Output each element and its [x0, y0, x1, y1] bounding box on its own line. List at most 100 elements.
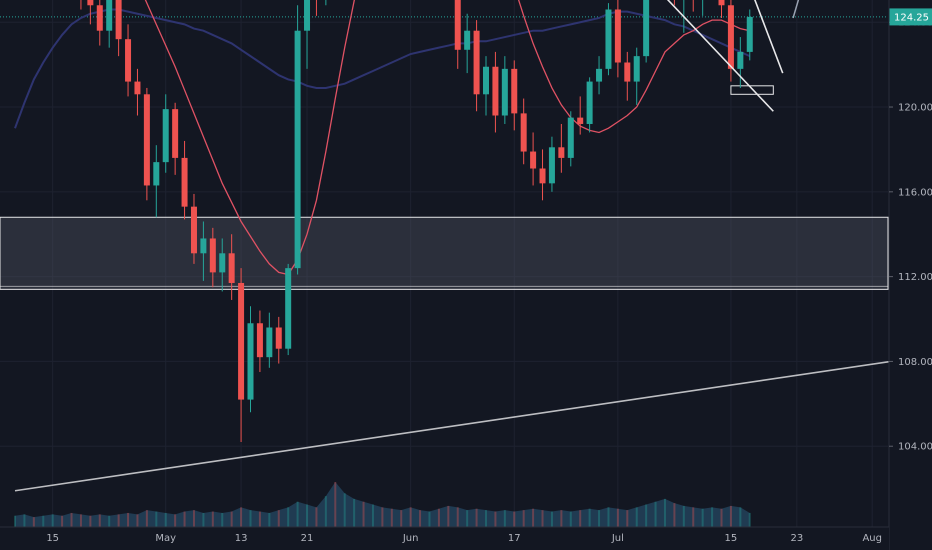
candle: [238, 268, 245, 442]
volume-bar: [343, 493, 346, 527]
candle-body: [586, 81, 593, 124]
candle-body: [520, 113, 527, 152]
volume-bar: [202, 512, 205, 527]
volume-bar: [400, 510, 403, 527]
time-tick-label: 15: [725, 533, 738, 544]
volume-bar: [437, 508, 440, 527]
candle: [96, 0, 103, 46]
volume-bar: [522, 510, 525, 527]
candle: [219, 238, 226, 292]
volume-bar: [334, 482, 337, 527]
volume-bar: [701, 508, 704, 527]
volume-bar: [79, 514, 82, 527]
volume-bar: [456, 507, 459, 527]
volume-bar: [296, 501, 299, 527]
candle-body: [501, 68, 508, 116]
candle-body: [143, 94, 150, 186]
candle-body: [558, 147, 565, 158]
volume-bar: [390, 508, 393, 527]
volume-bar: [117, 514, 120, 527]
candles: [80, 0, 753, 442]
candle: [172, 102, 179, 175]
candle-body: [530, 151, 537, 169]
candle: [266, 312, 273, 368]
candle-body: [746, 16, 753, 52]
candle: [285, 263, 292, 356]
price-tick-label: 120.00: [898, 103, 932, 114]
price-axis[interactable]: 104.00108.00112.00116.00120.00124.00128.…: [888, 0, 932, 550]
volume-bar: [258, 511, 261, 527]
candle: [209, 227, 216, 288]
candle: [511, 60, 518, 131]
candle: [539, 149, 546, 201]
candle: [643, 0, 650, 63]
volume-bar: [70, 512, 73, 527]
candle: [247, 306, 254, 413]
candle: [501, 56, 508, 124]
volume-bar: [89, 515, 92, 527]
candle-body: [285, 268, 292, 349]
volume-bar: [192, 510, 195, 527]
candle: [558, 123, 565, 173]
time-axis[interactable]: 15 May 13 21 Jun 17 Jul 15 23 Aug: [0, 526, 889, 550]
ma-fast-line: [144, 0, 750, 276]
candle-body: [162, 109, 169, 163]
volume-bar: [711, 507, 714, 527]
price-axis-background: [889, 0, 932, 550]
candle: [134, 68, 141, 116]
candle-body: [454, 0, 461, 50]
time-tick-label: Jun: [402, 533, 419, 544]
volume-bar: [164, 512, 167, 527]
volume-bar: [145, 510, 148, 527]
candle: [106, 0, 113, 48]
volume-bar: [729, 505, 732, 527]
candle: [483, 56, 489, 116]
candle-body: [633, 56, 640, 82]
candle-body: [577, 117, 584, 124]
volume-bar: [635, 507, 638, 527]
volume-bar: [174, 514, 177, 527]
candle-body: [209, 238, 216, 273]
candle-body: [153, 162, 160, 186]
candle: [605, 3, 612, 76]
volume-bar: [61, 515, 64, 527]
zones: [0, 16, 889, 290]
candle-body: [718, 0, 725, 6]
candle: [228, 234, 235, 300]
candle: [718, 0, 725, 18]
volume-bar: [607, 507, 610, 527]
candle: [190, 193, 197, 264]
volume-bar: [550, 511, 553, 527]
candle: [200, 221, 207, 281]
volume-bar: [136, 514, 139, 527]
volume-bar: [475, 508, 478, 527]
volume-bar: [371, 504, 374, 527]
volume-bar: [503, 510, 506, 527]
volume-bar: [315, 507, 318, 527]
candle: [304, 0, 311, 69]
volume-bars: [14, 482, 751, 527]
candle: [596, 56, 603, 95]
candle-body: [492, 66, 499, 116]
candle: [520, 98, 527, 165]
candle-body: [614, 9, 621, 63]
volume-bar: [513, 511, 516, 527]
volume-bar: [32, 517, 35, 527]
volume-bar: [569, 511, 572, 527]
candle-body: [727, 5, 734, 69]
candle-body: [219, 253, 226, 273]
volume-bar: [240, 507, 243, 527]
volume-bar: [466, 510, 469, 527]
time-tick-label: 17: [508, 533, 521, 544]
candle: [683, 0, 685, 33]
candle-body: [548, 147, 555, 184]
candle-body: [539, 168, 546, 184]
candle-body: [134, 81, 141, 95]
volume-bar: [183, 511, 186, 527]
candle: [530, 132, 537, 186]
candle-body: [266, 327, 273, 358]
volume-bar: [42, 515, 45, 527]
time-tick-label: 13: [235, 533, 248, 544]
candle-body: [294, 30, 301, 269]
